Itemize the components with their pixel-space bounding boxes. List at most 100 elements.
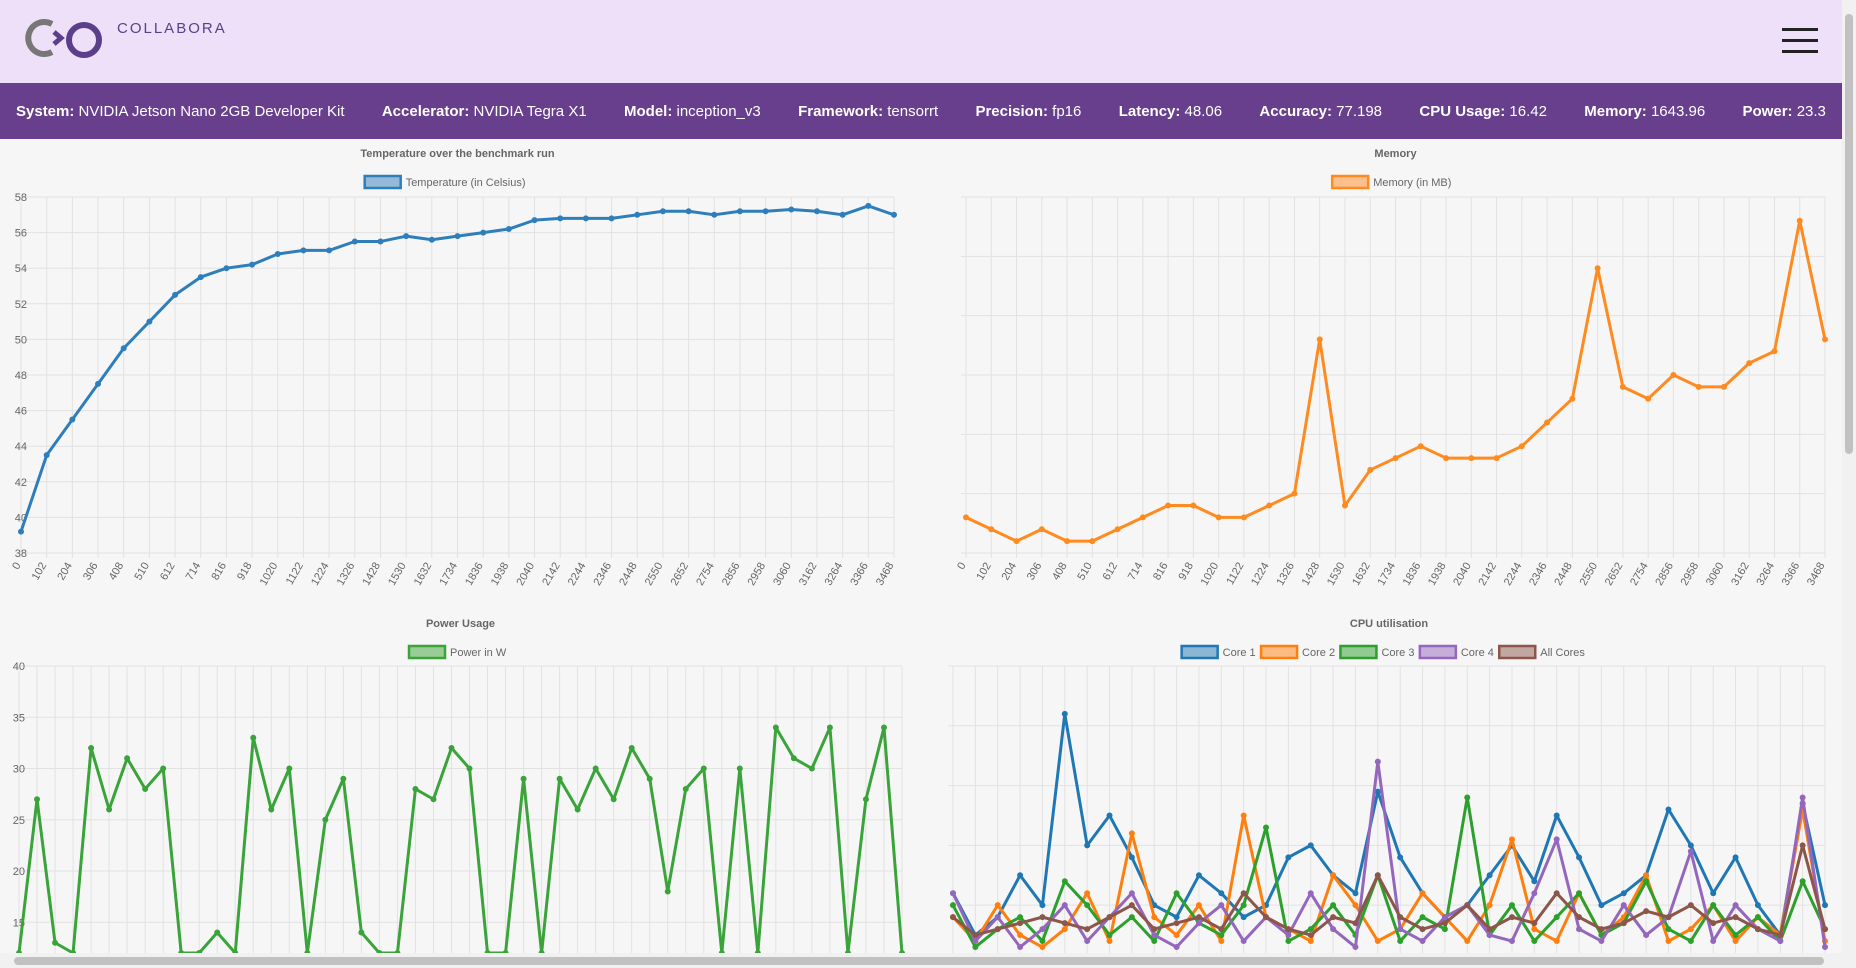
point	[250, 734, 257, 741]
point	[1061, 926, 1068, 933]
x-tick-label: 102	[974, 561, 994, 583]
point	[1799, 794, 1806, 801]
point	[1468, 455, 1475, 462]
point	[1195, 920, 1202, 927]
point	[1106, 932, 1113, 939]
point	[95, 380, 102, 387]
point	[574, 806, 581, 813]
scroll-thumb[interactable]	[14, 957, 1824, 965]
point	[1330, 902, 1337, 909]
series-line	[951, 760, 1827, 949]
legend-swatch	[1418, 644, 1458, 660]
point	[1114, 526, 1121, 533]
point	[1620, 920, 1627, 927]
info-item: Latency: 48.06	[1119, 103, 1222, 120]
point	[685, 208, 692, 215]
logo-c	[25, 19, 54, 57]
point	[1084, 890, 1091, 897]
point	[1732, 902, 1739, 909]
point	[1151, 932, 1158, 939]
point	[520, 775, 527, 782]
info-value: NVIDIA Tegra X1	[473, 102, 587, 120]
x-tick-label: 714	[184, 561, 204, 583]
info-value: 77.198	[1336, 102, 1383, 120]
point	[1553, 836, 1560, 843]
x-tick-label: 1020	[1199, 561, 1222, 588]
info-item: Model: inception_v3	[624, 103, 761, 120]
point	[1576, 914, 1583, 921]
header: COLLABORA	[0, 0, 1842, 83]
x-tick-label: 1632	[412, 561, 435, 588]
legend-swatch	[363, 174, 402, 190]
point	[1710, 938, 1717, 945]
point	[1397, 854, 1404, 861]
x-tick-label: 2244	[1502, 561, 1525, 588]
x-tick-label: 612	[1101, 561, 1121, 583]
point	[178, 950, 185, 953]
chart-title: Memory	[1374, 148, 1417, 160]
point	[1508, 914, 1515, 921]
point	[1598, 926, 1605, 933]
point	[1084, 938, 1091, 945]
point	[972, 944, 979, 951]
x-tick-label: 204	[55, 561, 75, 583]
point	[839, 211, 846, 218]
info-label: CPU Usage:	[1419, 102, 1506, 120]
point	[1619, 383, 1626, 390]
point	[1285, 932, 1292, 939]
point	[1240, 514, 1247, 521]
legend-label: Temperature (in Celsius)	[406, 177, 526, 189]
point	[1620, 890, 1627, 897]
point	[196, 950, 203, 953]
point	[34, 796, 41, 803]
x-tick-label: 2754	[1628, 561, 1651, 588]
menu-button[interactable]	[1780, 26, 1820, 56]
info-label: Accelerator:	[381, 102, 470, 120]
point	[1374, 758, 1381, 765]
point	[1419, 890, 1426, 897]
point	[1240, 914, 1247, 921]
point	[1291, 490, 1298, 497]
point	[1419, 938, 1426, 945]
logo-o	[66, 22, 102, 58]
x-tick-label: 0	[10, 561, 23, 572]
point	[1307, 932, 1314, 939]
info-value: 48.06	[1184, 102, 1223, 120]
point	[1374, 872, 1381, 879]
point	[1777, 938, 1784, 945]
point	[52, 939, 59, 946]
scroll-thumb[interactable]	[1845, 14, 1853, 454]
point	[358, 929, 365, 936]
point	[1173, 914, 1180, 921]
point	[1017, 914, 1024, 921]
point	[1330, 872, 1337, 879]
x-tick-label: 2958	[746, 561, 769, 588]
point	[1822, 336, 1828, 343]
point	[160, 765, 167, 772]
point	[1799, 842, 1806, 849]
point	[1544, 419, 1551, 426]
point	[1777, 932, 1784, 939]
point	[1687, 938, 1694, 945]
point	[1687, 926, 1694, 933]
point	[736, 765, 743, 772]
point	[1084, 902, 1091, 909]
x-tick-label: 3264	[823, 561, 846, 588]
x-tick-label: 2040	[1451, 561, 1474, 588]
x-tick-label: 0	[955, 561, 968, 572]
info-label: Memory:	[1584, 102, 1647, 120]
point	[1665, 914, 1672, 921]
point	[1017, 932, 1024, 939]
point	[556, 775, 563, 782]
vertical-scrollbar[interactable]	[1842, 0, 1856, 953]
point	[1576, 854, 1583, 861]
horizontal-scrollbar[interactable]	[0, 953, 1856, 968]
point	[1417, 443, 1424, 450]
point	[1128, 902, 1135, 909]
point	[1128, 890, 1135, 897]
point	[557, 215, 564, 222]
point	[1687, 842, 1694, 849]
point	[1553, 812, 1560, 819]
point	[376, 950, 383, 953]
point	[232, 950, 239, 953]
